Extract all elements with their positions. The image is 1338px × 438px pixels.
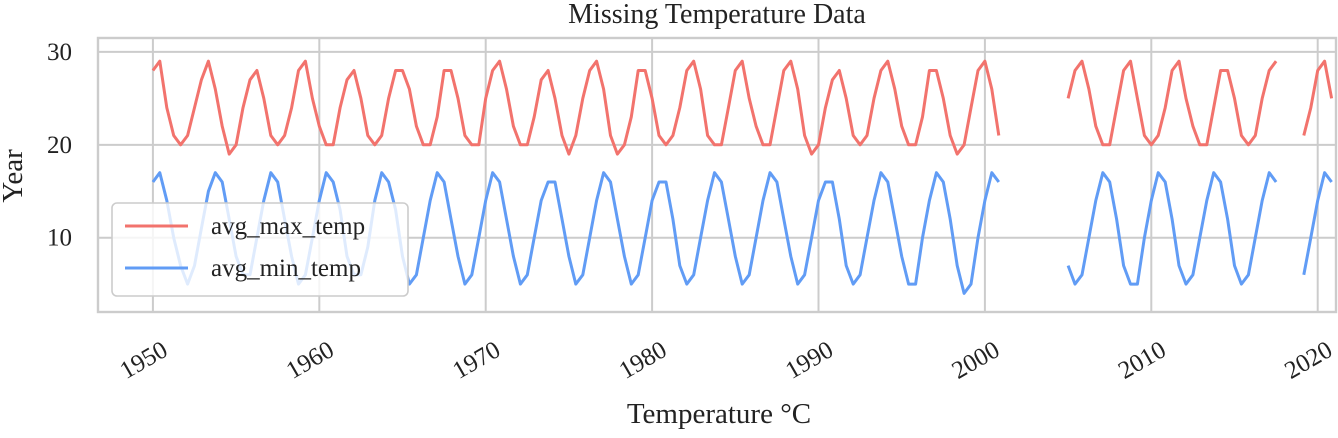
legend: avg_max_temp avg_min_temp — [111, 202, 409, 297]
chart-title: Missing Temperature Data — [568, 0, 866, 30]
series-line-avg-max-temp — [151, 59, 1334, 156]
x-axis-title: Temperature °C — [627, 398, 811, 430]
y-tick-label-10: 10 — [47, 225, 72, 252]
y-axis-title: Year — [0, 149, 29, 203]
legend-label-avg-max-temp: avg_max_temp — [211, 213, 365, 240]
legend-label-avg-min-temp: avg_min_temp — [211, 255, 361, 282]
y-tick-label-20: 20 — [47, 132, 72, 159]
series-lines — [151, 59, 1334, 295]
plot-frame — [96, 36, 1338, 314]
y-tick-label-30: 30 — [47, 39, 72, 66]
